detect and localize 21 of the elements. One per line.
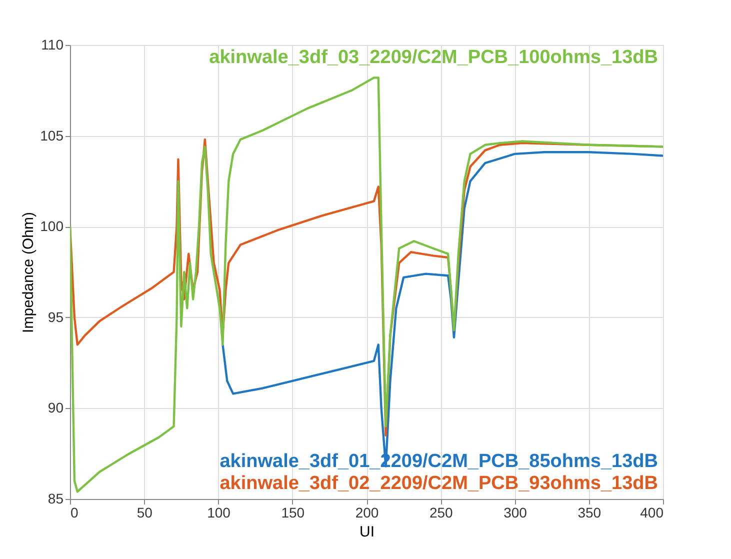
x-tick-label: 150	[281, 504, 305, 520]
y-tick-label: 100	[40, 218, 64, 234]
x-tick-label: 300	[504, 504, 528, 520]
y-tick-label: 105	[40, 127, 64, 144]
x-tick-label: 350	[578, 504, 602, 520]
y-tick-label: 90	[48, 400, 64, 416]
x-tick-label: 0	[70, 504, 78, 520]
x-tick-label: 250	[429, 504, 454, 520]
y-tick-label: 95	[48, 308, 64, 325]
text: akinwale_3df_03_2209/C2M_PCB_100ohms_13dB	[209, 47, 658, 68]
x-tick-label: 400	[640, 504, 664, 520]
y-tick-label: 85	[48, 490, 64, 506]
text: akinwale_3df_02_2209/C2M_PCB_93ohms_13dB	[220, 473, 658, 494]
x-tick-label: 50	[136, 504, 153, 520]
line-series	[222, 151, 663, 468]
line-series	[70, 76, 663, 493]
x-tick-label: 200	[355, 504, 379, 520]
x-tick-label: 100	[207, 504, 231, 520]
y-tick-label: 110	[41, 36, 64, 52]
x-axis-title: UI	[360, 524, 374, 540]
y-axis-title: Impedance (Ohm)	[20, 212, 38, 333]
